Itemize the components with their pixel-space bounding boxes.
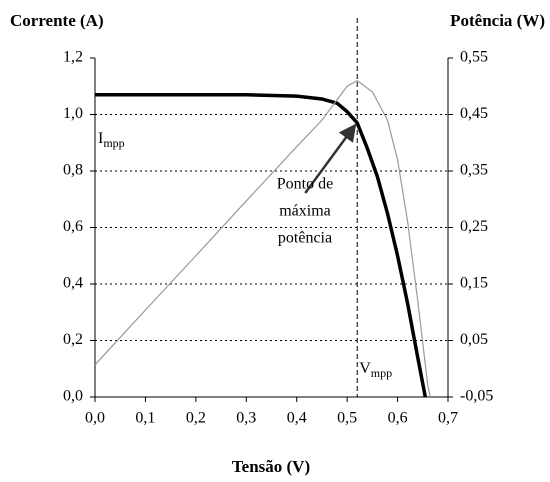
x-tick-label: 0,6 [388,410,408,427]
impp-label-main: I [98,130,103,147]
y2-tick-label: 0,05 [460,331,488,348]
y-tick-label: 0,6 [63,218,83,235]
y2-tick-label: 0,55 [460,49,488,66]
impp-label-sub: mpp [103,136,124,150]
y-tick-label: 1,2 [63,49,83,66]
x-tick-label: 0,7 [438,410,458,427]
x-tick-label: 0,1 [135,410,155,427]
mpp-arrow [304,123,357,194]
y2-tick-label: 0,15 [460,275,488,292]
y2-tick-label: 0,25 [460,218,488,235]
vmpp-label-sub: mpp [371,366,392,380]
y2-tick-label: 0,35 [460,162,488,179]
series-line [94,79,431,398]
x-tick-label: 0,3 [236,410,256,427]
y-tick-label: 1,0 [63,105,83,122]
y2-tick-label: 0,45 [460,105,488,122]
series-line [95,92,428,398]
left-axis-title: Corrente (A) [10,11,104,30]
x-tick-label: 0,0 [85,410,105,427]
impp-label: Impp [98,130,125,150]
y-tick-label: 0,2 [63,331,83,348]
y-tick-label: 0,4 [63,275,83,292]
vmpp-label-main: V [359,360,371,377]
y2-tick-label: -0,05 [460,388,493,405]
x-tick-label: 0,4 [287,410,307,427]
x-tick-label: 0,2 [186,410,206,427]
mpp-label: potência [278,230,332,247]
x-axis-title: Tensão (V) [232,457,310,476]
right-axis-title: Potência (W) [450,11,545,30]
y-tick-label: 0,8 [63,162,83,179]
vmpp-label: Vmpp [359,360,392,380]
mpp-label: Ponto de [277,176,333,193]
x-tick-label: 0,5 [337,410,357,427]
y-tick-label: 0,0 [63,388,83,405]
mpp-label: máxima [279,203,331,220]
